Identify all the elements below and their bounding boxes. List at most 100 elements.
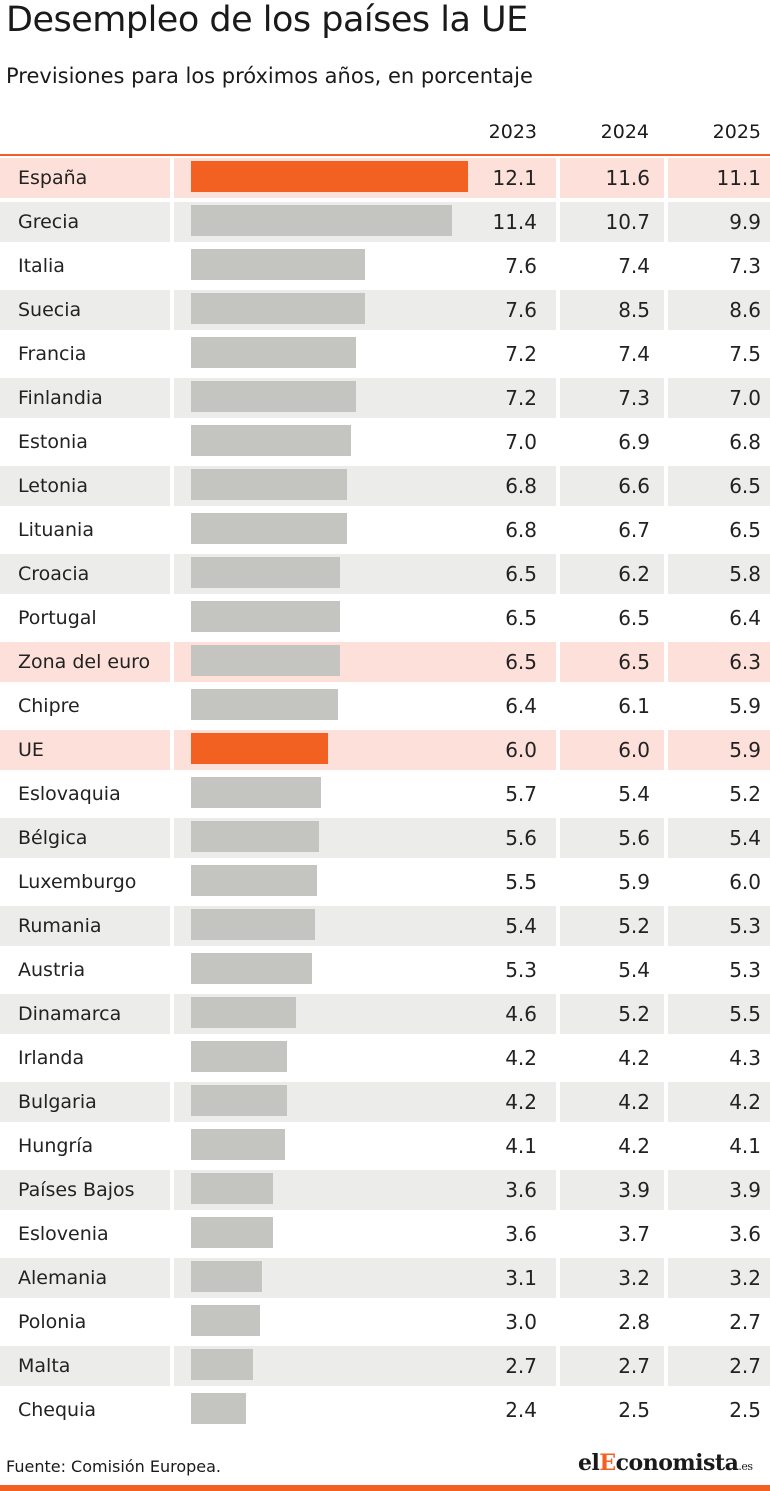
country-name: Estonia bbox=[18, 431, 88, 453]
row-background-segment bbox=[560, 818, 664, 858]
table-row: Chipre 6.4 6.1 5.9 bbox=[0, 684, 770, 728]
brand-logo: elEconomista.es bbox=[578, 1450, 753, 1476]
value-2024: 6.9 bbox=[618, 430, 650, 454]
logo-text-el: el bbox=[578, 1450, 600, 1476]
country-name: Polonia bbox=[18, 1311, 87, 1333]
row-background-segment bbox=[668, 554, 770, 594]
row-background-segment bbox=[0, 642, 170, 682]
column-header-2023: 2023 bbox=[488, 121, 537, 143]
country-name: Italia bbox=[18, 255, 65, 277]
table-row: Eslovenia 3.6 3.7 3.6 bbox=[0, 1212, 770, 1256]
country-name: Luxemburgo bbox=[18, 871, 137, 893]
value-2025: 5.2 bbox=[729, 782, 761, 806]
row-background-segment bbox=[560, 1258, 664, 1298]
bar-2023 bbox=[191, 1041, 287, 1072]
country-name: Portugal bbox=[18, 607, 97, 629]
table-row: Chequia 2.4 2.5 2.5 bbox=[0, 1388, 770, 1432]
value-2025: 7.0 bbox=[729, 386, 761, 410]
row-background-segment bbox=[560, 1346, 664, 1386]
row-background-segment bbox=[560, 466, 664, 506]
row-background-segment bbox=[0, 1082, 170, 1122]
table-row: Estonia 7.0 6.9 6.8 bbox=[0, 420, 770, 464]
row-background-segment bbox=[560, 730, 664, 770]
value-2024: 5.6 bbox=[618, 826, 650, 850]
table-row: Portugal 6.5 6.5 6.4 bbox=[0, 596, 770, 640]
bar-2023 bbox=[191, 997, 296, 1028]
value-2024: 5.9 bbox=[618, 870, 650, 894]
row-background-segment bbox=[668, 466, 770, 506]
value-2025: 6.8 bbox=[729, 430, 761, 454]
table-row: España 12.1 11.6 11.1 bbox=[0, 156, 770, 200]
bar-2023 bbox=[191, 1305, 260, 1336]
footer-divider bbox=[0, 1485, 770, 1491]
value-2025: 5.9 bbox=[729, 694, 761, 718]
row-background-segment bbox=[560, 642, 664, 682]
value-2024: 6.5 bbox=[618, 650, 650, 674]
table-row: Grecia 11.4 10.7 9.9 bbox=[0, 200, 770, 244]
row-background-segment bbox=[0, 290, 170, 330]
row-background-segment bbox=[0, 554, 170, 594]
row-background-segment bbox=[0, 378, 170, 418]
value-2023: 7.0 bbox=[505, 430, 537, 454]
country-name: Finlandia bbox=[18, 387, 103, 409]
row-background-segment bbox=[668, 1258, 770, 1298]
value-2025: 2.5 bbox=[729, 1398, 761, 1422]
table-row: Zona del euro 6.5 6.5 6.3 bbox=[0, 640, 770, 684]
bar-2023 bbox=[191, 777, 321, 808]
value-2023: 4.6 bbox=[505, 1002, 537, 1026]
country-name: Países Bajos bbox=[18, 1179, 135, 1201]
row-background-segment bbox=[668, 906, 770, 946]
country-name: Bulgaria bbox=[18, 1091, 97, 1113]
row-background-segment bbox=[0, 158, 170, 198]
country-name: Hungría bbox=[18, 1135, 94, 1157]
value-2025: 5.3 bbox=[729, 914, 761, 938]
bar-2023 bbox=[191, 205, 452, 236]
value-2023: 5.5 bbox=[505, 870, 537, 894]
table-row: Dinamarca 4.6 5.2 5.5 bbox=[0, 992, 770, 1036]
bar-2023 bbox=[191, 1261, 262, 1292]
bar-2023 bbox=[191, 909, 315, 940]
table-row: Letonia 6.8 6.6 6.5 bbox=[0, 464, 770, 508]
country-name: Bélgica bbox=[18, 827, 88, 849]
value-2025: 9.9 bbox=[729, 210, 761, 234]
row-background-segment bbox=[0, 1258, 170, 1298]
value-2025: 7.5 bbox=[729, 342, 761, 366]
row-background-segment bbox=[560, 378, 664, 418]
country-name: Austria bbox=[18, 959, 86, 981]
country-name: Zona del euro bbox=[18, 651, 151, 673]
value-2023: 7.6 bbox=[505, 254, 537, 278]
bar-2023 bbox=[191, 1129, 285, 1160]
row-background-segment bbox=[668, 290, 770, 330]
table-row: Bulgaria 4.2 4.2 4.2 bbox=[0, 1080, 770, 1124]
country-name: Eslovaquia bbox=[18, 783, 121, 805]
value-2023: 6.5 bbox=[505, 650, 537, 674]
value-2023: 3.6 bbox=[505, 1178, 537, 1202]
value-2025: 6.5 bbox=[729, 518, 761, 542]
table-row: Eslovaquia 5.7 5.4 5.2 bbox=[0, 772, 770, 816]
row-background-segment bbox=[0, 906, 170, 946]
value-2025: 2.7 bbox=[729, 1310, 761, 1334]
value-2024: 5.4 bbox=[618, 782, 650, 806]
value-2025: 5.4 bbox=[729, 826, 761, 850]
value-2023: 6.0 bbox=[505, 738, 537, 762]
column-header-2024: 2024 bbox=[600, 121, 649, 143]
table-row: Italia 7.6 7.4 7.3 bbox=[0, 244, 770, 288]
bar-2023 bbox=[191, 821, 319, 852]
value-2025: 2.7 bbox=[729, 1354, 761, 1378]
value-2025: 11.1 bbox=[716, 166, 761, 190]
row-background-segment bbox=[560, 554, 664, 594]
table-row: Francia 7.2 7.4 7.5 bbox=[0, 332, 770, 376]
row-background-segment bbox=[560, 994, 664, 1034]
bar-2023 bbox=[191, 469, 347, 500]
row-background-segment bbox=[0, 1170, 170, 1210]
value-2025: 5.3 bbox=[729, 958, 761, 982]
row-background-segment bbox=[668, 642, 770, 682]
row-background-segment bbox=[668, 730, 770, 770]
row-background-segment bbox=[0, 466, 170, 506]
value-2023: 6.5 bbox=[505, 606, 537, 630]
country-name: Eslovenia bbox=[18, 1223, 109, 1245]
value-2023: 2.4 bbox=[505, 1398, 537, 1422]
logo-text-es: .es bbox=[738, 1460, 753, 1473]
value-2024: 6.5 bbox=[618, 606, 650, 630]
table-row: Alemania 3.1 3.2 3.2 bbox=[0, 1256, 770, 1300]
